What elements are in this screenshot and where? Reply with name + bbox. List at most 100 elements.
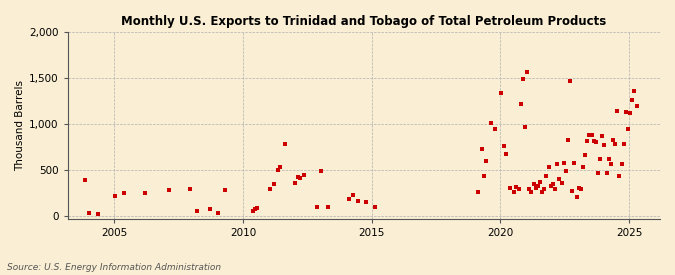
Point xyxy=(545,184,556,188)
Point xyxy=(595,157,605,161)
Point xyxy=(279,142,290,147)
Point xyxy=(58,187,69,192)
Point xyxy=(554,177,565,182)
Point xyxy=(601,171,612,175)
Point xyxy=(586,133,597,137)
Point xyxy=(275,165,286,170)
Point xyxy=(249,207,260,211)
Point xyxy=(616,161,627,166)
Point xyxy=(625,111,636,115)
Point xyxy=(524,187,535,192)
Point xyxy=(529,182,539,186)
Point xyxy=(631,103,642,108)
Point xyxy=(509,190,520,194)
Point xyxy=(618,142,629,147)
Point xyxy=(522,69,533,74)
Point xyxy=(348,193,359,197)
Point xyxy=(627,98,638,102)
Point xyxy=(565,79,576,83)
Point xyxy=(489,126,500,131)
Point xyxy=(549,186,560,191)
Point xyxy=(84,211,95,216)
Point xyxy=(578,165,589,170)
Point xyxy=(118,191,129,195)
Point xyxy=(573,185,584,190)
Point xyxy=(110,194,121,198)
Point xyxy=(80,178,90,183)
Point xyxy=(312,205,323,209)
Point xyxy=(92,212,103,217)
Point xyxy=(369,205,380,209)
Point xyxy=(273,168,284,172)
Point xyxy=(571,195,582,199)
Point xyxy=(608,138,618,142)
Point xyxy=(518,77,529,81)
Point xyxy=(265,187,275,192)
Point xyxy=(584,133,595,137)
Point xyxy=(567,189,578,194)
Point xyxy=(213,211,223,216)
Point xyxy=(496,90,507,95)
Point xyxy=(511,185,522,189)
Point xyxy=(479,174,489,178)
Point xyxy=(322,205,333,209)
Point xyxy=(537,190,547,194)
Point xyxy=(205,207,215,211)
Point xyxy=(589,138,599,143)
Point xyxy=(562,138,573,142)
Point xyxy=(219,188,230,192)
Point xyxy=(481,159,492,163)
Point xyxy=(344,197,354,201)
Point xyxy=(472,190,483,194)
Point xyxy=(603,157,614,161)
Point xyxy=(599,143,610,147)
Point xyxy=(622,126,633,131)
Point xyxy=(477,147,487,151)
Point xyxy=(316,169,327,173)
Point xyxy=(614,174,625,178)
Point xyxy=(556,181,567,185)
Point xyxy=(591,139,601,144)
Point xyxy=(541,174,552,178)
Point xyxy=(575,186,586,191)
Point xyxy=(610,142,620,147)
Point xyxy=(629,89,640,93)
Point xyxy=(580,153,591,158)
Point xyxy=(485,121,496,125)
Point xyxy=(269,182,279,186)
Point xyxy=(515,101,526,106)
Point xyxy=(163,188,174,192)
Point xyxy=(533,184,543,188)
Point xyxy=(569,161,580,165)
Point xyxy=(292,174,303,179)
Point xyxy=(582,138,593,143)
Point xyxy=(526,190,537,194)
Point xyxy=(612,109,623,113)
Point xyxy=(543,165,554,170)
Point xyxy=(520,125,531,129)
Point xyxy=(531,185,541,190)
Point xyxy=(298,172,309,177)
Point xyxy=(620,110,631,114)
Point xyxy=(252,206,263,210)
Point xyxy=(294,176,305,181)
Point xyxy=(500,151,511,156)
Point xyxy=(498,144,509,148)
Point xyxy=(513,187,524,192)
Point xyxy=(605,161,616,166)
Point xyxy=(185,186,196,191)
Point xyxy=(535,180,545,184)
Point xyxy=(247,208,258,213)
Point xyxy=(547,182,558,186)
Point xyxy=(361,200,372,205)
Point xyxy=(140,191,151,195)
Text: Source: U.S. Energy Information Administration: Source: U.S. Energy Information Administ… xyxy=(7,263,221,272)
Point xyxy=(593,171,603,175)
Point xyxy=(352,198,363,203)
Point xyxy=(505,185,516,190)
Point xyxy=(539,186,549,191)
Point xyxy=(560,169,571,173)
Point xyxy=(597,134,608,138)
Title: Monthly U.S. Exports to Trinidad and Tobago of Total Petroleum Products: Monthly U.S. Exports to Trinidad and Tob… xyxy=(122,15,607,28)
Y-axis label: Thousand Barrels: Thousand Barrels xyxy=(15,80,25,171)
